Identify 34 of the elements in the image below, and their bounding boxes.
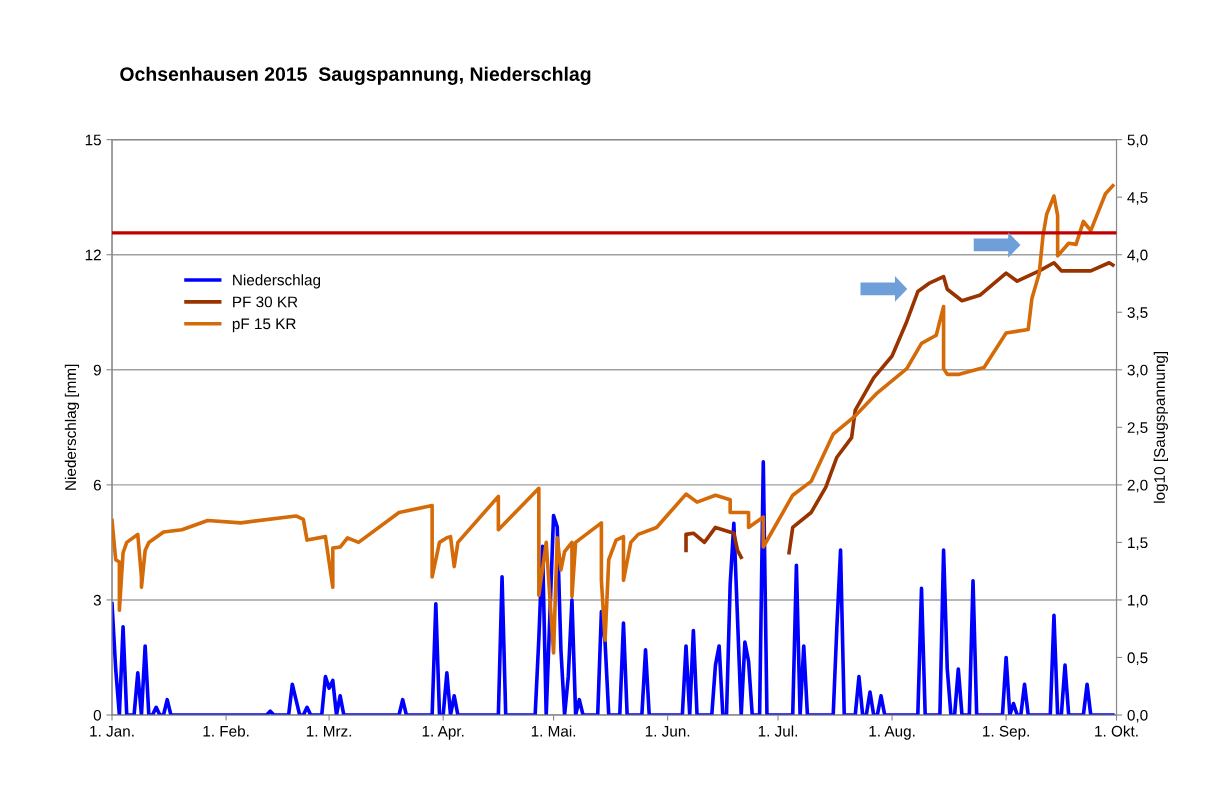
y-tick-label: 12 xyxy=(85,249,101,261)
chart-title: Ochsenhausen 2015 Saugspannung, Niederschlag xyxy=(120,66,591,85)
x-tick-label: 1. Aug. xyxy=(869,725,915,740)
y2-axis-title: log10 [Saugspannung] xyxy=(1153,351,1168,503)
y2-tick-label: 0,5 xyxy=(1127,652,1148,665)
x-tick-label: 1. Jul. xyxy=(758,725,797,737)
y-tick-label: 15 xyxy=(85,134,101,146)
x-tick-label: 1. Okt. xyxy=(1095,725,1138,737)
y-tick-label: 9 xyxy=(93,364,101,376)
x-tick-label: 1. Jan. xyxy=(90,725,134,737)
x-tick-label: 1. Mrz. xyxy=(306,725,352,737)
y2-tick-label: 2,0 xyxy=(1127,479,1148,493)
y2-tick-label: 1,5 xyxy=(1128,537,1148,550)
y-tick-label: 6 xyxy=(93,479,101,491)
legend-label: PF 30 KR xyxy=(233,296,298,308)
x-tick-label: 1. Sep. xyxy=(983,725,1029,740)
y2-tick-label: 2,5 xyxy=(1127,422,1148,435)
y2-tick-label: 0,0 xyxy=(1127,709,1148,723)
x-tick-label: 1. Apr. xyxy=(422,725,464,740)
legend-label: Niederschlag xyxy=(233,274,321,289)
y-tick-label: 3 xyxy=(93,594,101,606)
legend-label: pF 15 KR xyxy=(232,318,296,333)
y2-tick-label: 4,0 xyxy=(1127,249,1148,263)
x-tick-label: 1. Jun. xyxy=(645,725,690,737)
y-axis-title: Niederschlag [mm] xyxy=(64,364,80,490)
line-series xyxy=(112,183,1115,655)
x-tick-label: 1. Mai. xyxy=(531,725,576,737)
y2-tick-label: 5,0 xyxy=(1127,134,1148,148)
y2-tick-label: 1,0 xyxy=(1128,594,1148,608)
y2-tick-label: 3,5 xyxy=(1127,307,1148,320)
x-tick-label: 1. Feb. xyxy=(203,725,249,737)
y2-tick-label: 3,0 xyxy=(1127,364,1148,378)
y2-tick-label: 4,5 xyxy=(1127,192,1148,205)
y-tick-label: 0 xyxy=(93,709,102,721)
